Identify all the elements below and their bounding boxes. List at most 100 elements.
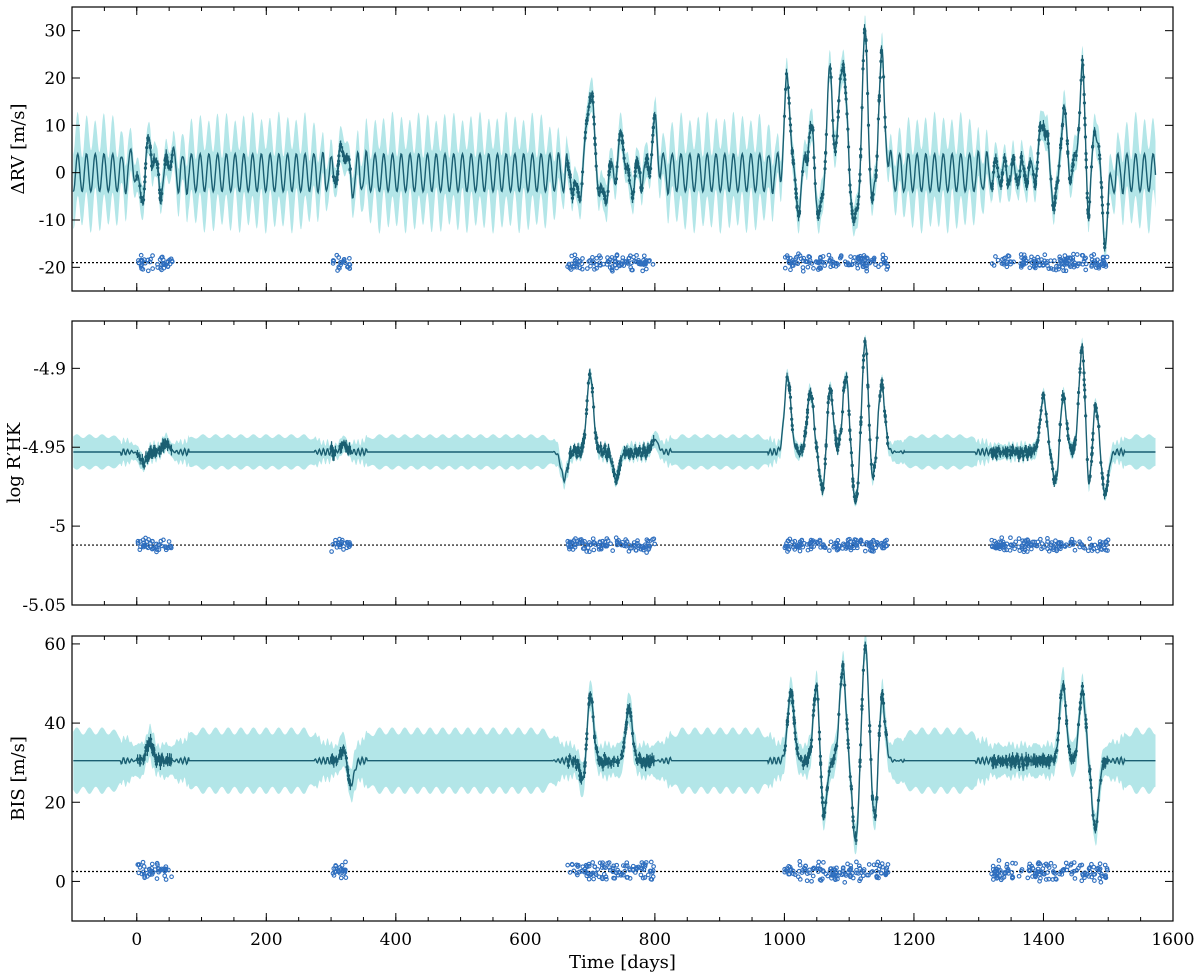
plot-area: [72, 636, 1173, 885]
residual-point: [1038, 536, 1043, 542]
residual-point: [584, 863, 590, 869]
data-point: [843, 85, 847, 89]
residual-point: [624, 863, 630, 868]
residual-point: [650, 868, 656, 874]
data-point: [152, 746, 156, 750]
data-point: [615, 165, 619, 169]
residual-point: [1082, 256, 1087, 262]
data-point: [801, 170, 805, 174]
residual-point: [567, 870, 573, 875]
residual-point: [579, 266, 585, 272]
residual-point: [603, 874, 609, 880]
data-point: [878, 75, 882, 80]
data-point: [790, 417, 794, 421]
x-tick-label: 600: [509, 930, 541, 950]
data-point: [574, 765, 579, 770]
residual-point: [159, 262, 164, 268]
data-point: [836, 115, 840, 119]
residual-point: [871, 862, 877, 868]
data-point: [1022, 763, 1026, 767]
residual-point: [141, 869, 146, 875]
data-point: [808, 124, 813, 128]
residual-point: [994, 873, 1000, 879]
data-point: [867, 423, 871, 427]
data-point: [1043, 134, 1047, 138]
data-point: [807, 752, 811, 756]
data-point: [618, 461, 622, 465]
data-point: [790, 692, 794, 696]
data-point: [1046, 755, 1051, 760]
residual-point: [641, 253, 647, 259]
residual-point: [855, 256, 861, 261]
residual-point: [616, 538, 621, 543]
residual-point: [799, 538, 805, 544]
x-tick-label: 1200: [892, 930, 935, 950]
data-point: [849, 451, 854, 455]
data-point: [859, 147, 863, 151]
data-point: [804, 431, 808, 435]
residual-point: [1068, 263, 1074, 269]
residual-point: [827, 548, 832, 553]
data-point: [844, 91, 848, 95]
residual-point: [787, 544, 793, 549]
data-point: [866, 123, 871, 127]
residual-point: [338, 260, 344, 266]
residual-point: [805, 264, 811, 270]
residual-point: [1093, 265, 1099, 270]
residual-point: [584, 266, 590, 271]
data-point: [153, 754, 157, 758]
data-point: [588, 372, 592, 376]
data-point: [992, 451, 996, 455]
residual-point: [338, 262, 344, 268]
data-point: [814, 446, 819, 450]
data-point: [842, 380, 846, 384]
data-point: [806, 150, 810, 154]
data-point: [851, 815, 855, 819]
data-point: [868, 438, 872, 442]
data-point: [599, 444, 603, 448]
residual-point: [1051, 870, 1057, 875]
y-tick-label: -4.95: [22, 438, 66, 458]
data-point: [1065, 139, 1069, 143]
data-point: [846, 742, 850, 746]
residual-point: [591, 547, 597, 553]
residual-points: [135, 858, 1110, 885]
residual-point: [1104, 254, 1110, 260]
data-point: [1071, 449, 1075, 454]
data-point: [788, 395, 793, 399]
residual-point: [828, 539, 834, 545]
data-point: [783, 748, 787, 752]
residual-point: [1039, 541, 1045, 546]
data-point: [1052, 758, 1056, 763]
y-tick-label: 10: [44, 116, 66, 136]
residual-point: [638, 544, 644, 550]
residual-point: [638, 261, 643, 267]
data-point: [824, 151, 828, 155]
residual-point: [148, 872, 153, 877]
data-point: [1006, 182, 1010, 186]
data-point: [803, 155, 808, 160]
residual-point: [1013, 861, 1018, 866]
residual-point: [804, 878, 810, 884]
residual-point: [796, 868, 802, 874]
residual-point: [847, 262, 853, 268]
data-point: [636, 165, 641, 169]
data-point: [143, 180, 147, 184]
residual-point: [1097, 259, 1103, 265]
data-point: [614, 177, 618, 181]
data-point: [168, 445, 172, 449]
data-point: [138, 761, 142, 765]
residual-point: [343, 875, 349, 880]
data-point: [1005, 449, 1010, 453]
data-point: [874, 175, 878, 179]
residual-point: [331, 258, 336, 264]
residual-point: [333, 869, 339, 874]
data-point: [872, 465, 876, 469]
data-point: [575, 760, 580, 764]
x-tick-label: 200: [250, 930, 282, 950]
data-point: [1092, 130, 1097, 134]
data-point: [848, 183, 852, 187]
residual-point: [651, 864, 656, 869]
panel-bis: 0 200 400 600 800 1000 1200 1400 1600 0 20 40 60 BIS …: [8, 635, 1195, 950]
data-point: [620, 139, 625, 143]
